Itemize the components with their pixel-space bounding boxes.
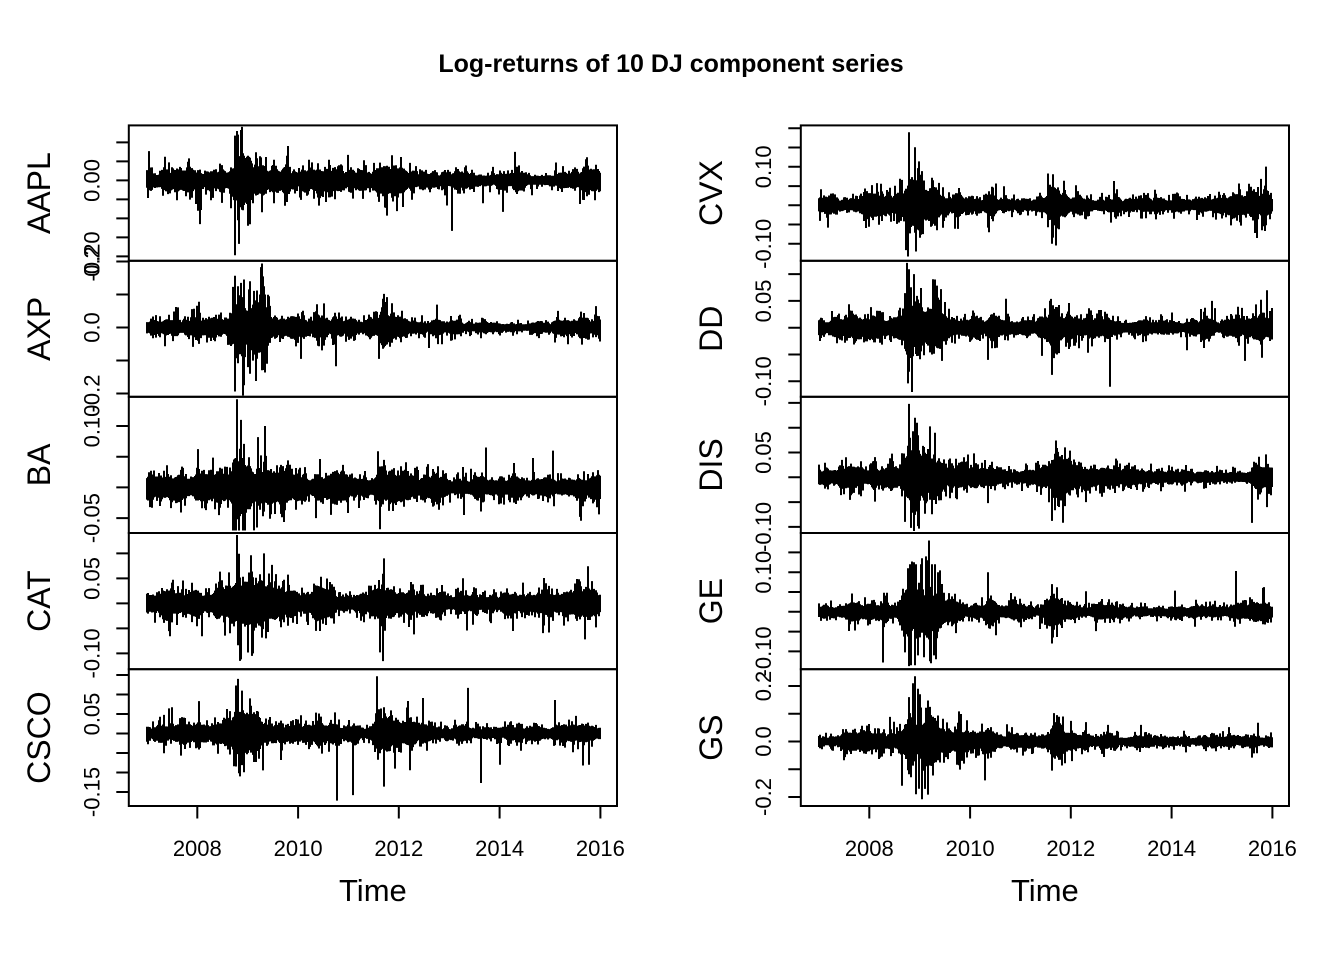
svg-text:GE: GE xyxy=(693,578,729,624)
svg-text:-0.10: -0.10 xyxy=(751,356,776,406)
svg-text:0.0: 0.0 xyxy=(751,726,776,757)
svg-text:0.10: 0.10 xyxy=(751,145,776,188)
svg-text:0.00: 0.00 xyxy=(80,159,105,202)
svg-text:-0.2: -0.2 xyxy=(80,375,105,413)
svg-text:-0.10: -0.10 xyxy=(80,628,105,678)
svg-text:0.10: 0.10 xyxy=(751,551,776,594)
svg-text:CAT: CAT xyxy=(21,570,57,632)
svg-text:DD: DD xyxy=(693,306,729,352)
svg-text:2008: 2008 xyxy=(173,836,222,861)
svg-text:0.0: 0.0 xyxy=(80,312,105,343)
svg-text:-0.10: -0.10 xyxy=(751,502,776,552)
svg-text:0.2: 0.2 xyxy=(80,246,105,277)
svg-text:2012: 2012 xyxy=(374,836,423,861)
svg-text:Time: Time xyxy=(1011,873,1079,908)
svg-text:0.05: 0.05 xyxy=(751,431,776,474)
svg-text:0.2: 0.2 xyxy=(751,671,776,702)
svg-text:CVX: CVX xyxy=(693,160,729,226)
svg-text:2016: 2016 xyxy=(1248,836,1297,861)
svg-text:AXP: AXP xyxy=(21,297,57,361)
svg-text:-0.05: -0.05 xyxy=(80,493,105,543)
svg-text:-0.10: -0.10 xyxy=(751,219,776,269)
svg-text:2010: 2010 xyxy=(946,836,995,861)
svg-text:-0.10: -0.10 xyxy=(751,626,776,676)
svg-text:2012: 2012 xyxy=(1046,836,1095,861)
svg-text:2016: 2016 xyxy=(576,836,625,861)
svg-text:BA: BA xyxy=(21,443,57,486)
svg-text:2014: 2014 xyxy=(1147,836,1196,861)
svg-text:2008: 2008 xyxy=(845,836,894,861)
svg-text:AAPL: AAPL xyxy=(21,152,57,234)
svg-text:0.05: 0.05 xyxy=(751,279,776,322)
svg-text:GS: GS xyxy=(693,714,729,760)
svg-text:2014: 2014 xyxy=(475,836,524,861)
svg-text:CSCO: CSCO xyxy=(21,691,57,783)
svg-text:-0.20: -0.20 xyxy=(80,231,105,281)
svg-text:0.10: 0.10 xyxy=(80,405,105,448)
svg-text:-0.15: -0.15 xyxy=(80,767,105,817)
svg-text:-0.2: -0.2 xyxy=(751,778,776,816)
svg-text:0.05: 0.05 xyxy=(80,693,105,736)
svg-text:Time: Time xyxy=(339,873,407,908)
svg-text:DIS: DIS xyxy=(693,438,729,491)
svg-text:0.05: 0.05 xyxy=(80,557,105,600)
svg-text:2010: 2010 xyxy=(274,836,323,861)
svg-text:Log-returns of 10 DJ component: Log-returns of 10 DJ component series xyxy=(438,50,903,78)
